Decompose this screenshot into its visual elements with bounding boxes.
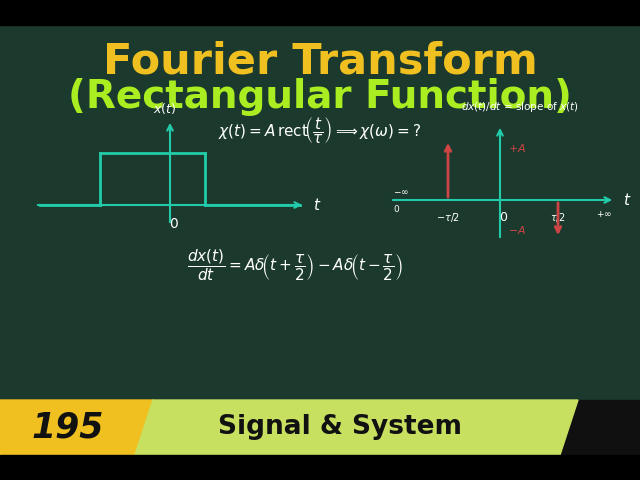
Bar [0,0,640,25]
Text: 0: 0 [168,217,177,231]
Text: $-\infty$: $-\infty$ [393,188,409,196]
Text: $-\tau/2$: $-\tau/2$ [436,211,460,224]
Text: $0$: $0$ [393,203,400,214]
Text: $dx(t)/dt$ = slope of $x(t)$: $dx(t)/dt$ = slope of $x(t)$ [461,100,579,114]
Bar [0,400,640,455]
Text: $\dfrac{dx(t)}{dt} = A\delta\!\left(t+\dfrac{\tau}{2}\right) - A\delta\!\left(t-: $\dfrac{dx(t)}{dt} = A\delta\!\left(t+\d… [187,247,403,283]
Text: $t$: $t$ [313,197,321,213]
Text: 195: 195 [32,410,104,444]
Text: 0: 0 [499,211,507,224]
Text: Signal & System: Signal & System [218,415,462,441]
Polygon shape [0,400,153,455]
Text: $\chi(t) = A\,\mathrm{rect}\!\left(\dfrac{t}{\tau}\right) \Longrightarrow \chi(\: $\chi(t) = A\,\mathrm{rect}\!\left(\dfra… [218,115,422,145]
Text: $x(t)$: $x(t)$ [154,101,177,116]
Text: $-A$: $-A$ [508,224,526,236]
Text: $+A$: $+A$ [508,142,526,154]
Bar [0,455,640,480]
Text: $t$: $t$ [623,192,632,208]
Polygon shape [135,400,578,455]
Text: $\tau/2$: $\tau/2$ [550,211,566,224]
Text: $+\infty$: $+\infty$ [596,209,612,219]
Text: Fourier Transform: Fourier Transform [102,41,538,83]
Text: (Rectangular Function): (Rectangular Function) [68,78,572,116]
